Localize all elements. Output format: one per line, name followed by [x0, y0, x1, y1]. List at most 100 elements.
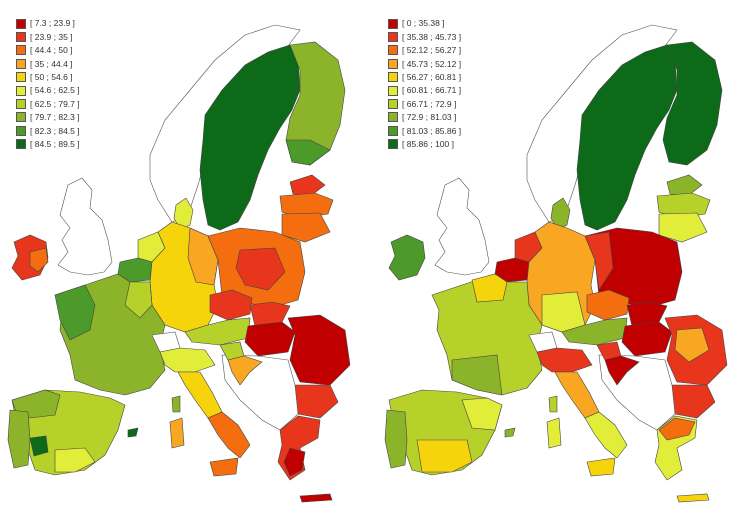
region-corsica: [171, 395, 181, 413]
legend-label: [ 23.9 ; 35 ]: [30, 31, 73, 42]
region-romania: [287, 314, 351, 386]
right-map-legend: [ 0 ; 35.38 ] [ 35.38 ; 45.73 ] [ 52.12 ; …: [388, 17, 461, 151]
region-crete: [676, 493, 710, 503]
region-czechia: [209, 289, 253, 321]
legend-swatch: [388, 125, 398, 136]
region-bulgaria: [671, 384, 716, 419]
region-poland-central: [235, 247, 286, 291]
region-spain-south: [416, 439, 473, 473]
legend-swatch: [388, 99, 398, 110]
region-balearics: [504, 427, 516, 438]
left-map-legend: [ 7.3 ; 23.9 ] [ 23.9 ; 35 ] [ 44.4 ; 50 ]…: [16, 17, 80, 151]
region-sweden: [199, 44, 301, 231]
region-latvia: [656, 192, 711, 219]
legend-swatch: [16, 58, 26, 69]
region-slovakia: [249, 301, 291, 327]
legend-label: [ 50 ; 54.6 ]: [30, 72, 73, 82]
legend-label: [ 7.3 ; 23.9 ]: [30, 18, 75, 29]
legend-swatch: [16, 72, 26, 83]
region-balearics: [127, 427, 139, 438]
region-hungary: [621, 321, 673, 357]
region-bulgaria: [294, 384, 339, 419]
region-corsica: [548, 395, 558, 413]
region-latvia: [279, 192, 334, 219]
region-uk: [434, 177, 490, 276]
legend-label: [ 45.73 ; 52.12 ]: [402, 58, 462, 69]
legend-swatch: [16, 45, 26, 56]
legend-item: [ 84.5 ; 89.5 ]: [16, 138, 80, 151]
right-choropleth-map: [ 0 ; 35.38 ] [ 35.38 ; 45.73 ] [ 52.12 ; …: [377, 0, 754, 529]
legend-swatch: [16, 18, 26, 29]
region-italy-center: [177, 371, 223, 419]
region-ireland: [388, 234, 426, 281]
right-map-canvas: [384, 24, 728, 503]
legend-swatch: [16, 32, 26, 43]
legend-swatch: [388, 45, 398, 56]
region-finland: [662, 41, 723, 166]
legend-swatch: [16, 139, 26, 150]
legend-swatch: [16, 125, 26, 136]
legend-item: [ 54.6 ; 62.5 ]: [16, 84, 80, 97]
legend-item: [ 56.27 ; 60.81 ]: [388, 71, 461, 84]
region-uk: [57, 177, 113, 276]
region-france-north: [471, 273, 508, 303]
region-finland-south: [285, 139, 331, 166]
region-germany-south: [541, 291, 586, 333]
region-estonia: [289, 174, 326, 196]
legend-label: [ 35.38 ; 45.73 ]: [402, 31, 462, 42]
region-denmark: [550, 197, 571, 231]
legend-item: [ 35 ; 44.4 ]: [16, 57, 80, 70]
legend-item: [ 45.73 ; 52.12 ]: [388, 57, 461, 70]
legend-swatch: [16, 99, 26, 110]
legend-swatch: [388, 139, 398, 150]
legend-label: [ 35 ; 44.4 ]: [30, 58, 73, 69]
region-estonia: [666, 174, 703, 196]
legend-swatch: [388, 85, 398, 96]
legend-item: [ 23.9 ; 35 ]: [16, 30, 80, 43]
region-italy-north: [159, 347, 216, 373]
legend-label: [ 72.9 ; 81.03 ]: [402, 112, 457, 123]
region-greece-south: [283, 447, 306, 477]
legend-label: [ 85.86 ; 100 ]: [402, 138, 454, 149]
legend-label: [ 66.71 ; 72.9 ]: [402, 98, 457, 109]
region-lithuania: [281, 212, 331, 243]
region-france-south: [451, 354, 503, 396]
legend-item: [ 0 ; 35.38 ]: [388, 17, 461, 30]
region-italy-south: [207, 411, 251, 459]
region-romania-center: [674, 327, 710, 363]
region-italy-north: [536, 347, 593, 373]
legend-label: [ 82.3 ; 84.5 ]: [30, 125, 80, 136]
legend-item: [ 60.81 ; 66.71 ]: [388, 84, 461, 97]
legend-label: [ 56.27 ; 60.81 ]: [402, 72, 462, 82]
region-crete: [299, 493, 333, 503]
legend-item: [ 82.3 ; 84.5 ]: [16, 124, 80, 137]
region-sweden: [576, 44, 678, 231]
legend-item: [ 85.86 ; 100 ]: [388, 138, 461, 151]
legend-label: [ 60.81 ; 66.71 ]: [402, 85, 462, 96]
legend-swatch: [16, 112, 26, 123]
region-croatia: [227, 355, 263, 386]
legend-item: [ 35.38 ; 45.73 ]: [388, 30, 461, 43]
region-croatia: [604, 355, 640, 386]
legend-swatch: [388, 18, 398, 29]
legend-label: [ 79.7 ; 82.3 ]: [30, 112, 80, 123]
region-sicily: [209, 457, 239, 477]
region-poland-west: [584, 231, 614, 291]
legend-label: [ 81.03 ; 85.86 ]: [402, 125, 462, 136]
legend-item: [ 79.7 ; 82.3 ]: [16, 111, 80, 124]
region-sicily: [586, 457, 616, 477]
legend-item: [ 66.71 ; 72.9 ]: [388, 97, 461, 110]
legend-label: [ 0 ; 35.38 ]: [402, 18, 445, 29]
region-portugal: [7, 409, 31, 469]
legend-item: [ 62.5 ; 79.7 ]: [16, 97, 80, 110]
region-hungary: [244, 321, 296, 357]
legend-item: [ 44.4 ; 50 ]: [16, 44, 80, 57]
legend-item: [ 7.3 ; 23.9 ]: [16, 17, 80, 30]
legend-swatch: [388, 32, 398, 43]
legend-swatch: [388, 58, 398, 69]
region-slovakia: [626, 301, 668, 327]
legend-label: [ 54.6 ; 62.5 ]: [30, 85, 80, 96]
region-sardinia: [546, 417, 562, 449]
region-portugal: [384, 409, 408, 469]
region-ireland-south: [29, 247, 49, 273]
